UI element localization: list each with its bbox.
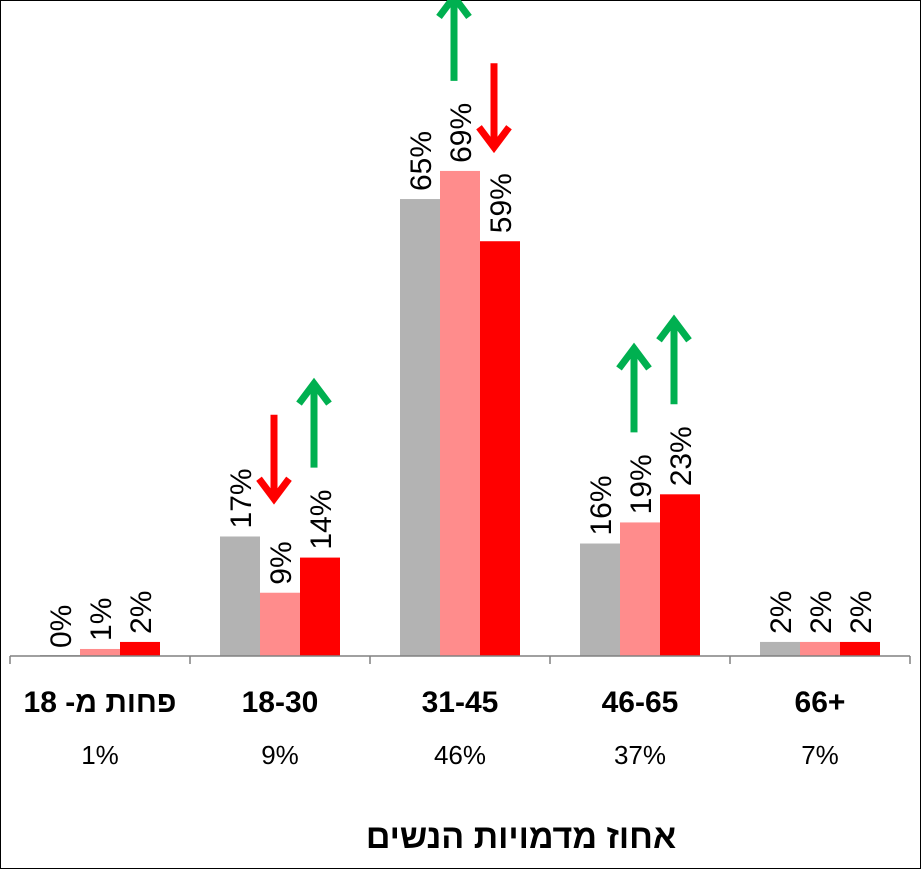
category-share-3: 46% <box>434 740 486 770</box>
bar-4-3 <box>660 494 700 656</box>
value-label-5-1: 2% <box>765 591 798 634</box>
value-labels-layer: 0% 1% 2%17%9%14%65% 69%59%16% 19% 23%2% 2% 2% <box>45 103 878 648</box>
arrow-down-1 <box>256 414 292 505</box>
arrow-down-4 <box>476 63 512 154</box>
value-label-1-1: 0% <box>45 605 78 648</box>
value-label-3-1: 65% <box>405 131 438 191</box>
bar-1-2 <box>80 648 120 656</box>
bar-2-1 <box>220 536 260 656</box>
arrow-up-6 <box>656 314 692 405</box>
bar-2-2 <box>260 592 300 656</box>
arrow-up-5 <box>616 342 652 433</box>
value-label-4-2: 19% <box>625 454 658 514</box>
category-label-3: 31-45 <box>422 686 499 719</box>
bar-3-1 <box>400 199 440 657</box>
value-label-1-3: 2% <box>125 591 158 634</box>
x-axis-title: אחוז מדמויות הנשים <box>366 818 676 856</box>
category-share-4: 37% <box>614 740 666 770</box>
x-axis <box>9 655 911 664</box>
bar-5-1 <box>760 641 800 656</box>
category-label-5: +66 <box>795 686 846 719</box>
value-label-4-3: 23% <box>665 426 698 486</box>
bars-layer <box>40 170 880 657</box>
category-labels-layer: פחות מ- 18 18-30 31-45 46-65 +66 <box>24 686 846 719</box>
value-label-2-3: 14% <box>305 490 338 550</box>
bar-4-1 <box>580 543 620 656</box>
bar-3-3 <box>480 241 520 657</box>
category-label-4: 46-65 <box>602 686 679 719</box>
value-label-2-1: 17% <box>225 468 258 528</box>
bar-5-2 <box>800 641 840 656</box>
value-label-5-2: 2% <box>805 591 838 634</box>
value-label-4-1: 16% <box>585 475 618 535</box>
category-share-5: 7% <box>801 740 839 770</box>
category-label-2: 18-30 <box>242 686 319 719</box>
value-label-5-3: 2% <box>845 591 878 634</box>
category-share-2: 9% <box>261 740 299 770</box>
bar-3-2 <box>440 170 480 656</box>
category-label-1: פחות מ- 18 <box>24 686 177 719</box>
bar-5-3 <box>840 641 880 656</box>
arrow-up-2 <box>296 377 332 468</box>
value-label-1-2: 1% <box>85 598 118 641</box>
value-label-3-2: 69% <box>445 103 478 163</box>
value-label-2-2: 9% <box>265 541 298 584</box>
category-share-1: 1% <box>81 740 119 770</box>
share-labels-layer: 1% 9% 46% 37% 7% <box>81 740 839 770</box>
bar-4-2 <box>620 522 660 656</box>
bar-1-3 <box>120 641 160 656</box>
arrow-up-3 <box>436 0 472 81</box>
arrows-layer <box>256 0 692 505</box>
value-label-3-3: 59% <box>485 173 518 233</box>
bar-2-3 <box>300 557 340 656</box>
